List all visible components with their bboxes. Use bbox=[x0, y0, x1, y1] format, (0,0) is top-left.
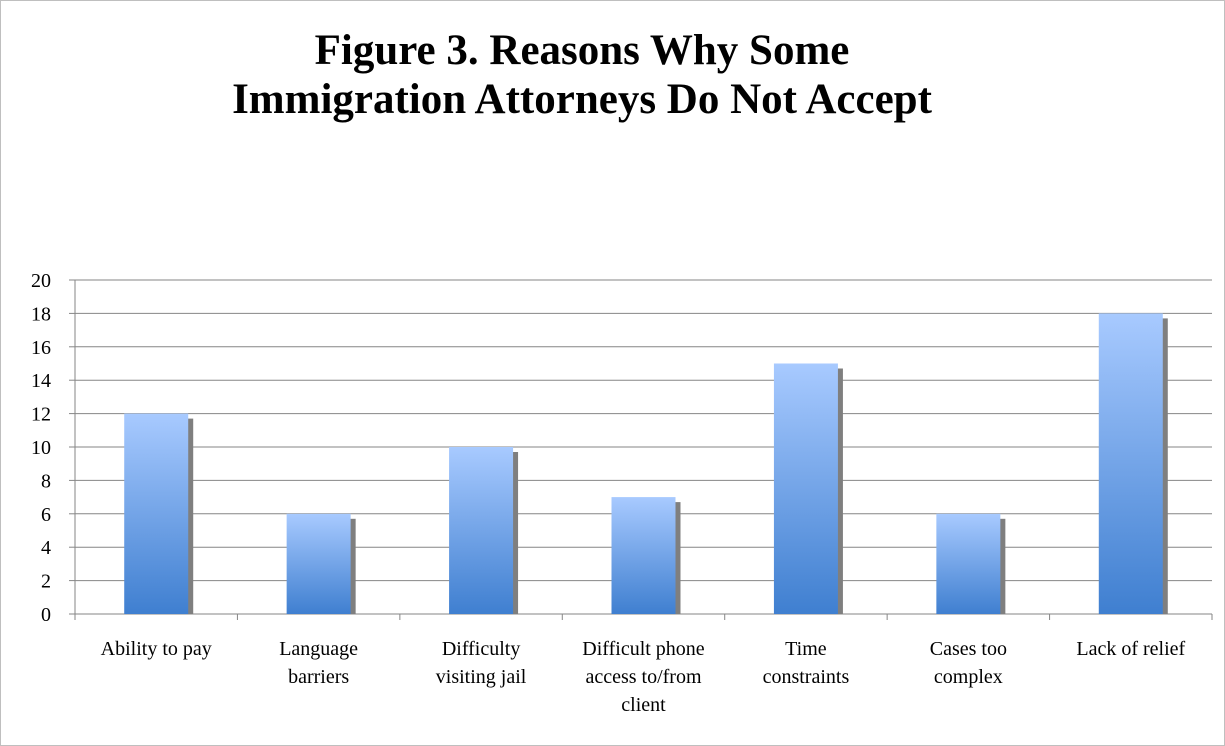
chart-title-line-2: Immigration Attorneys Do Not Accept bbox=[232, 76, 932, 123]
y-tick-label: 0 bbox=[41, 604, 51, 626]
y-tick-label: 16 bbox=[31, 337, 51, 359]
y-tick-label: 2 bbox=[41, 571, 51, 593]
chart-title: Figure 3. Reasons Why Some Immigration A… bbox=[0, 26, 952, 136]
y-tick-label: 18 bbox=[31, 303, 51, 325]
bar bbox=[773, 363, 838, 614]
x-category-label: Time constraints bbox=[763, 638, 850, 688]
x-axis-category-labels: Ability to pay Language barriers Difficulty… bbox=[101, 638, 1186, 716]
bars bbox=[124, 313, 1168, 614]
y-tick-label: 14 bbox=[31, 370, 51, 392]
bar bbox=[936, 513, 1001, 614]
y-tick-label: 20 bbox=[31, 270, 51, 292]
y-tick-label: 8 bbox=[41, 470, 51, 492]
chart-title-line-1: Figure 3. Reasons Why Some bbox=[314, 27, 850, 74]
bar bbox=[286, 513, 351, 614]
bar bbox=[449, 447, 514, 614]
x-category-label: Difficulty visiting jail bbox=[436, 638, 527, 688]
bar bbox=[611, 497, 676, 614]
x-category-label: Lack of relief bbox=[1076, 638, 1185, 660]
y-tick-label: 12 bbox=[31, 404, 51, 426]
y-tick-label: 4 bbox=[41, 537, 51, 559]
bar bbox=[1098, 313, 1163, 614]
x-category-label: Language barriers bbox=[279, 638, 358, 688]
x-category-label: Cases too complex bbox=[930, 638, 1007, 688]
y-tick-label: 10 bbox=[31, 437, 51, 459]
x-category-label: Ability to pay bbox=[101, 638, 212, 660]
bar bbox=[124, 413, 189, 614]
x-category-label: Difficult phone access to/from client bbox=[582, 638, 705, 716]
y-tick-label: 6 bbox=[41, 504, 51, 526]
y-axis-tick-labels: 0 2 4 6 8 10 12 14 16 18 20 bbox=[31, 270, 51, 626]
